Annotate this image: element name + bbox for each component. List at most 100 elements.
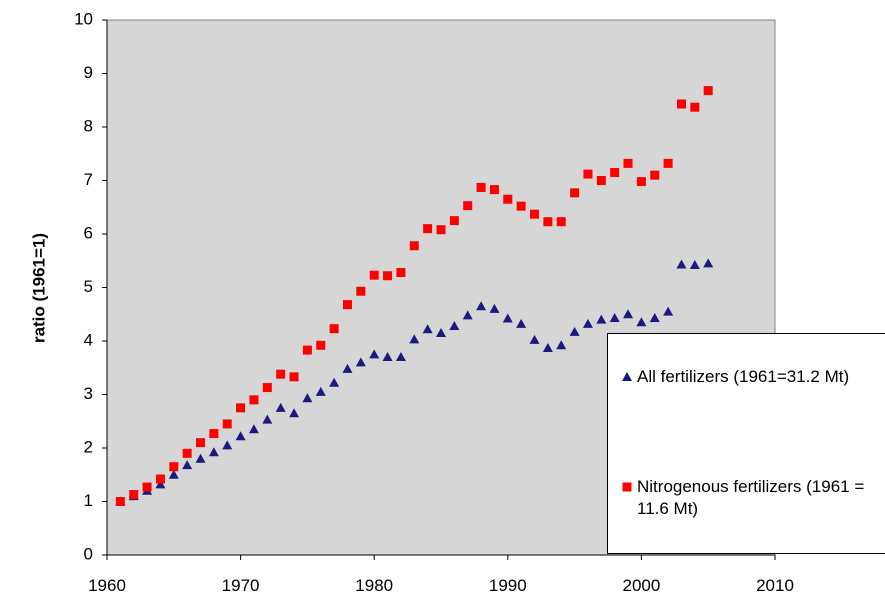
square-marker	[476, 182, 486, 192]
triangle-marker	[569, 326, 580, 336]
square-marker	[209, 429, 219, 439]
legend-label: Nitrogenous fertilizers (1961 = 11.6 Mt)	[637, 477, 865, 518]
square-marker	[489, 185, 499, 195]
square-marker	[142, 482, 152, 492]
triangle-marker	[623, 309, 634, 319]
triangle-marker	[342, 363, 353, 373]
x-tick-label: 1970	[222, 576, 260, 595]
x-tick-label: 1990	[489, 576, 527, 595]
triangle-marker	[449, 321, 460, 331]
triangle-marker	[596, 314, 607, 324]
square-marker	[516, 201, 526, 211]
square-marker	[543, 217, 553, 227]
triangle-marker	[395, 352, 406, 362]
triangle-marker	[369, 349, 380, 359]
square-marker	[396, 268, 406, 278]
square-marker	[503, 194, 513, 204]
triangle-marker	[409, 334, 420, 344]
square-marker	[356, 286, 366, 296]
triangle-marker	[208, 447, 219, 457]
square-marker	[583, 169, 593, 179]
square-marker	[316, 340, 326, 350]
square-marker	[196, 438, 206, 448]
square-marker	[622, 482, 632, 492]
square-marker	[155, 474, 165, 484]
square-marker	[329, 324, 339, 334]
y-tick-label: 7	[84, 170, 93, 189]
triangle-marker	[462, 310, 473, 320]
triangle-marker	[556, 340, 567, 350]
square-marker	[222, 419, 232, 429]
triangle-marker	[529, 334, 540, 344]
triangle-marker	[262, 414, 273, 424]
square-marker	[169, 462, 179, 472]
triangle-marker	[182, 460, 193, 470]
triangle-marker	[329, 377, 340, 387]
triangle-marker	[689, 260, 700, 270]
y-tick-label: 6	[84, 223, 93, 242]
square-marker	[703, 86, 713, 96]
triangle-marker	[649, 312, 660, 322]
square-marker	[383, 271, 393, 281]
triangle-marker	[168, 469, 179, 479]
y-tick-label: 9	[84, 63, 93, 82]
y-tick-label: 5	[84, 277, 93, 296]
triangle-marker	[289, 408, 300, 418]
triangle-marker	[476, 301, 487, 311]
y-tick-label: 3	[84, 384, 93, 403]
square-marker	[650, 170, 660, 180]
y-tick-label: 2	[84, 437, 93, 456]
y-tick-label: 0	[84, 544, 93, 563]
square-marker	[129, 490, 139, 500]
square-marker	[596, 176, 606, 185]
square-marker	[610, 167, 620, 177]
x-tick-label: 1980	[355, 576, 393, 595]
triangle-marker	[302, 393, 313, 403]
square-marker	[236, 403, 246, 413]
triangle-marker	[636, 317, 647, 327]
square-marker	[276, 369, 286, 379]
square-marker	[423, 224, 433, 234]
square-marker	[289, 372, 299, 382]
square-marker	[463, 201, 473, 211]
triangle-marker	[355, 357, 366, 367]
square-marker	[369, 270, 379, 280]
y-tick-label: 10	[74, 9, 93, 28]
square-marker	[342, 300, 352, 310]
square-marker	[676, 99, 686, 109]
triangle-marker	[609, 312, 620, 322]
triangle-marker	[248, 424, 259, 434]
square-marker	[115, 497, 125, 506]
triangle-marker	[516, 318, 527, 328]
square-marker	[663, 158, 673, 168]
square-marker	[436, 225, 446, 235]
square-marker	[449, 216, 459, 226]
triangle-marker	[195, 453, 206, 463]
triangle-marker	[582, 318, 593, 328]
square-marker	[262, 383, 272, 393]
triangle-marker	[489, 303, 500, 313]
square-marker	[556, 217, 566, 227]
triangle-marker	[703, 258, 714, 268]
triangle-marker	[663, 306, 674, 316]
triangle-marker	[315, 386, 326, 396]
square-marker	[409, 241, 419, 251]
y-axis-label: ratio (1961=1)	[29, 233, 48, 343]
x-tick-label: 2000	[622, 576, 660, 595]
triangle-marker	[436, 327, 446, 337]
y-tick-label: 8	[84, 116, 93, 135]
x-tick-label: 1960	[88, 576, 126, 595]
triangle-marker	[542, 342, 553, 352]
triangle-marker	[235, 431, 246, 441]
square-marker	[530, 209, 540, 219]
square-marker	[623, 158, 633, 168]
triangle-marker	[422, 324, 433, 334]
triangle-marker	[676, 259, 687, 269]
legend-box	[607, 333, 885, 554]
legend-label: All fertilizers (1961=31.2 Mt)	[637, 367, 850, 386]
triangle-marker	[622, 372, 632, 381]
square-marker	[690, 102, 700, 112]
y-tick-label: 1	[84, 491, 93, 510]
